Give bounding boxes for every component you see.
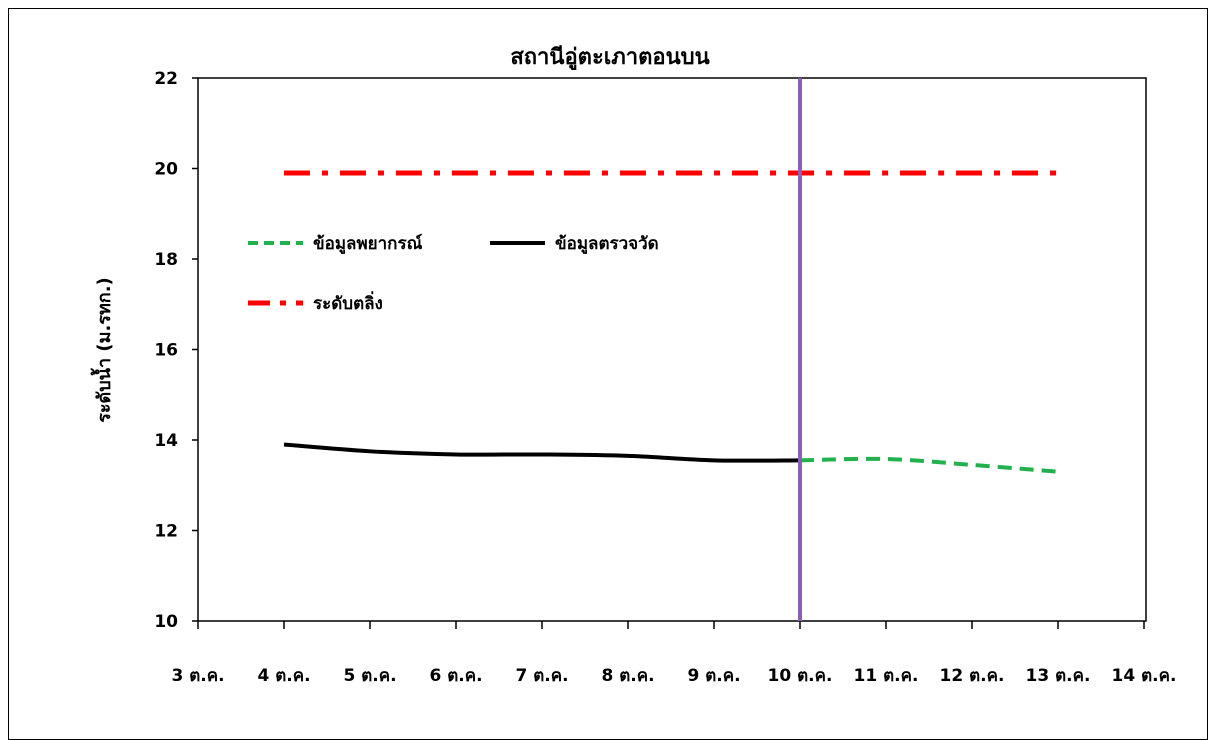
x-tick-label: 13 ต.ค. (1026, 666, 1091, 686)
x-tick-label: 7 ต.ค. (515, 666, 568, 686)
x-tick-label: 6 ต.ค. (429, 666, 482, 686)
legend-label-1: ข้อมูลพยากรณ์ (313, 233, 423, 255)
axis-ticks: 10 12 14 16 18 20 22 3 ต.ค. 4 ต.ค. 5 ต.ค. 6 ต.ค. 7 … (154, 69, 1176, 686)
y-tick-label: 20 (154, 160, 178, 180)
y-tick-label: 14 (154, 431, 178, 451)
y-tick-label: 18 (154, 250, 178, 270)
x-tick-label: 12 ต.ค. (940, 666, 1005, 686)
series-line-1 (799, 456, 1059, 474)
series-layer (283, 170, 1059, 474)
x-tick-label: 11 ต.ค. (854, 666, 919, 686)
y-tick-label: 16 (154, 341, 178, 361)
series-line-2 (283, 442, 801, 463)
legend-label-2: ข้อมูลตรวจวัด (555, 234, 659, 255)
x-tick-label: 3 ต.ค. (171, 666, 224, 686)
x-tick-label: 4 ต.ค. (257, 666, 310, 686)
chart-title: สถานีอู่ตะเภาตอนบน (510, 45, 709, 71)
y-tick-label: 22 (154, 69, 178, 89)
y-axis-label: ระดับน้ำ (ม.รทก.) (90, 277, 115, 423)
x-tick-label: 14 ต.ค. (1112, 666, 1177, 686)
x-tick-label: 8 ต.ค. (601, 666, 654, 686)
x-tick-label: 10 ต.ค. (768, 666, 833, 686)
x-tick-label: 9 ต.ค. (687, 666, 740, 686)
plot-area (197, 77, 1147, 622)
y-tick-label: 10 (154, 612, 178, 632)
y-tick-label: 12 (154, 522, 178, 542)
x-tick-label: 5 ต.ค. (343, 666, 396, 686)
legend-label-3: ระดับตลิ่ง (313, 291, 383, 314)
